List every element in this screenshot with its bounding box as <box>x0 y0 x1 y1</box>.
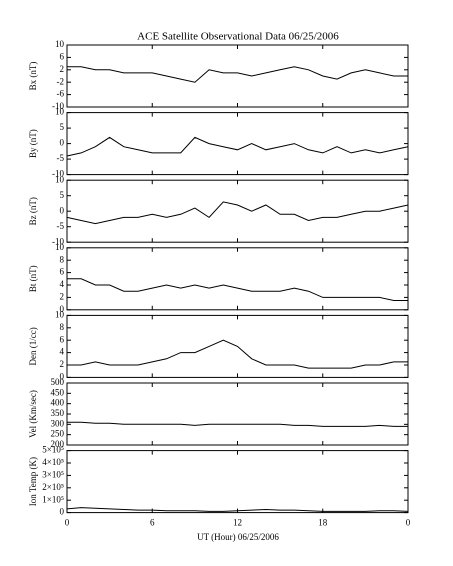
chart-title: ACE Satellite Observational Data 06/25/2… <box>137 31 339 43</box>
x-tick-label: 0 <box>406 518 411 528</box>
x-tick-label: 6 <box>150 518 155 528</box>
y-tick-label: -5 <box>57 153 65 163</box>
x-axis-label: UT (Hour) 06/25/2006 <box>197 532 279 542</box>
y-tick-label: 10 <box>55 174 65 184</box>
panel-frame <box>66 450 409 514</box>
data-line <box>67 339 408 369</box>
y-tick-label: -2 <box>57 76 65 86</box>
data-line <box>66 507 409 512</box>
y-tick-label: 10 <box>55 39 65 49</box>
y-tick-label: 2 <box>60 291 65 301</box>
y-tick-label: 8 <box>60 322 65 332</box>
y-tick-label: 400 <box>51 398 65 408</box>
y-tick-label: 2×10⁵ <box>42 482 64 492</box>
y-tick-label: 300 <box>51 418 65 428</box>
y-axis-label: Den (1/cc) <box>28 327 38 365</box>
y-tick-label: 4 <box>60 279 65 289</box>
panel-frame <box>66 112 409 176</box>
y-tick-label: 5 <box>60 190 65 200</box>
data-line <box>67 421 408 427</box>
y-tick-label: 0 <box>60 205 65 215</box>
y-axis-label: Vel (Km/sec) <box>28 390 38 438</box>
panel-frame <box>66 179 409 243</box>
y-tick-label: 5 <box>60 122 65 132</box>
y-tick-label: 350 <box>51 408 65 418</box>
x-tick-label: 12 <box>233 518 242 528</box>
data-line <box>66 136 409 157</box>
y-axis-label: By (nT) <box>28 129 38 158</box>
y-tick-label: 450 <box>51 387 65 397</box>
y-axis-label: Bz (nT) <box>28 197 38 225</box>
y-tick-label: 10 <box>55 242 65 252</box>
data-line <box>67 278 408 301</box>
y-tick-label: -5 <box>57 221 65 231</box>
y-tick-label: 10 <box>55 309 65 319</box>
panel-frame <box>66 247 409 311</box>
y-axis-label: Bt (nT) <box>28 265 38 292</box>
y-tick-label: -10 <box>52 169 64 179</box>
y-tick-label: 4 <box>60 347 65 357</box>
y-tick-label: 2 <box>60 359 65 369</box>
y-tick-label: 2 <box>60 64 65 74</box>
y-tick-label: 1×10⁵ <box>42 494 64 504</box>
panel-frame <box>66 382 409 446</box>
x-tick-label: 18 <box>318 518 328 528</box>
y-tick-label: 0 <box>60 507 65 517</box>
y-tick-label: -10 <box>52 101 64 111</box>
y-tick-label: -10 <box>52 236 64 246</box>
data-line <box>66 201 409 225</box>
y-tick-label: 5×10⁵ <box>42 445 64 455</box>
y-tick-label: 4×10⁵ <box>42 457 64 467</box>
y-tick-label: 6 <box>60 267 65 277</box>
y-tick-label: 200 <box>51 439 65 449</box>
y-tick-label: 6 <box>60 51 65 61</box>
y-tick-label: 0 <box>60 138 65 148</box>
y-tick-label: 3×10⁵ <box>42 469 64 479</box>
y-tick-label: -6 <box>57 89 65 99</box>
y-axis-label: Bx (nT) <box>28 62 38 91</box>
y-tick-label: 250 <box>51 429 65 439</box>
y-tick-label: 6 <box>60 334 65 344</box>
y-tick-label: 10 <box>55 107 65 117</box>
panel-frame <box>66 44 409 108</box>
y-tick-label: 0 <box>60 371 65 381</box>
data-line <box>67 66 408 83</box>
y-tick-label: 500 <box>51 377 65 387</box>
y-tick-label: 0 <box>60 304 65 314</box>
x-tick-label: 0 <box>65 518 70 528</box>
y-axis-label: Ion Temp (K) <box>28 457 38 506</box>
y-tick-label: 8 <box>60 254 65 264</box>
